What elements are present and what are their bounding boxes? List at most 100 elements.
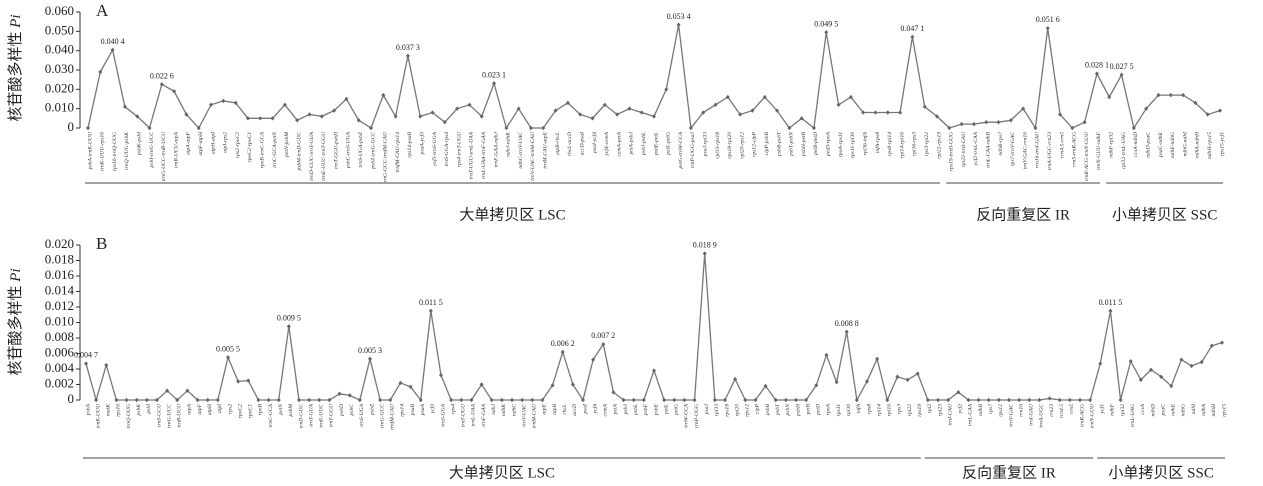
data-point (428, 308, 433, 314)
x-tick-label: ndhD (1150, 404, 1156, 416)
x-tick-label: atpH-atpI (210, 131, 216, 154)
data-point (1169, 383, 1174, 389)
x-tick-label: ndhG (1181, 404, 1187, 416)
x-tick-label: trnQ-UUG-psbK (124, 132, 130, 170)
x-tick-label: ycf4 (591, 404, 598, 415)
data-point (936, 397, 940, 403)
data-point (184, 112, 189, 117)
data-point (854, 397, 859, 403)
x-tick-label: ycf2-trnL-CAA (972, 131, 979, 166)
y-tick-label: 0.050 (45, 22, 74, 37)
x-tick-label: rpl20 (734, 404, 740, 416)
data-point (430, 110, 435, 115)
x-tick-label: matK (106, 404, 112, 416)
data-point (1047, 396, 1052, 401)
data-point (762, 94, 767, 100)
data-point (469, 397, 474, 403)
x-tick-label: ndhA (1201, 403, 1207, 415)
data-point (621, 397, 626, 403)
data-point (1108, 308, 1113, 314)
data-point (378, 397, 383, 403)
data-point (641, 397, 646, 403)
data-point (1119, 72, 1124, 78)
data-point (1027, 397, 1032, 403)
y-tick-label: 0.010 (45, 313, 74, 328)
x-tick-label: petN (278, 404, 284, 416)
data-point (1149, 367, 1153, 372)
data-point (327, 397, 332, 403)
data-point (520, 397, 525, 403)
data-point (713, 102, 718, 107)
x-tick-label: psaI (582, 403, 588, 415)
data-point (94, 397, 99, 403)
x-tick-label: trnL-UAG (1130, 404, 1136, 427)
data-point (357, 397, 362, 403)
data-point (895, 374, 900, 379)
data-point (114, 397, 119, 403)
x-tick-label: trnT-GGU (329, 403, 335, 427)
x-tick-label: psbI (146, 403, 152, 415)
x-tick-label: rpl23 (937, 404, 943, 416)
x-tick-label: trnE-UUC-trnT-GGU (321, 131, 327, 181)
x-tick-label: clpP (755, 403, 761, 414)
data-point (1082, 120, 1087, 125)
x-tick-label: trnN-GUU (1089, 403, 1095, 428)
data-point (398, 380, 403, 386)
data-point (236, 379, 241, 384)
data-point (581, 397, 585, 403)
region-label: 小单拷贝区 SSC (1112, 206, 1217, 223)
x-tick-label: rrn4.5-rrn5 (1059, 132, 1065, 158)
data-point (627, 106, 632, 111)
data-point (836, 102, 841, 107)
data-point (996, 397, 1001, 403)
x-tick-label: petB-petD (813, 132, 819, 156)
data-point (664, 87, 669, 92)
x-tick-label: ycf3 (429, 404, 436, 415)
x-tick-label: trnF-GAA-ndhJ (493, 131, 499, 167)
x-tick-label: rps14 (400, 404, 406, 417)
y-tick-label: 0 (68, 391, 75, 406)
x-tick-label: clpP-psbB (764, 131, 770, 155)
x-tick-label: infA (855, 403, 862, 413)
x-tick-label: atpF (197, 403, 203, 414)
x-tick-label: trnS-GGA (440, 403, 446, 426)
x-tick-label: rps7-trnV-GAC (1010, 132, 1016, 167)
data-point (1033, 125, 1038, 131)
x-tick-label: ndhB-rps7 (998, 132, 1004, 156)
x-tick-label: cemA-petA (616, 131, 622, 156)
x-tick-label: trnG-GCC (379, 404, 385, 428)
data-point (676, 22, 681, 27)
data-point (652, 114, 656, 119)
data-point (692, 397, 697, 403)
data-point (959, 121, 964, 127)
data-point (144, 397, 149, 403)
x-tick-label: trnN-GUU-ndhF (1096, 131, 1102, 169)
data-point (245, 116, 250, 121)
data-label: 0.006 2 (551, 339, 575, 348)
data-label: 0.005 5 (216, 344, 240, 353)
y-axis-label-var: Pi (8, 14, 24, 28)
data-label: 0.011 5 (419, 298, 443, 307)
data-point (590, 116, 595, 121)
x-tick-label: petA-psbJ (629, 131, 635, 155)
x-tick-label: rpoC2 (237, 404, 243, 419)
x-tick-label: ycf4-cemA (603, 131, 610, 156)
data-point (282, 102, 287, 107)
data-point (356, 118, 361, 123)
data-point (84, 361, 88, 366)
x-tick-label: ndhJ (491, 403, 497, 414)
data-point (530, 397, 535, 403)
y-tick-label: 0.010 (45, 100, 74, 115)
x-tick-label: trnR-UCU (177, 403, 183, 428)
data-point (702, 251, 707, 256)
data-point (110, 47, 115, 53)
data-point (814, 383, 819, 388)
region-label: 反向重复区 IR (962, 463, 1056, 481)
data-point (1021, 106, 1026, 111)
x-tick-label: psaA (420, 403, 426, 416)
data-point (98, 69, 103, 75)
data-point (672, 397, 677, 403)
x-tick-label: trnR-UCU-atpA (173, 131, 179, 168)
data-point (1193, 100, 1198, 106)
